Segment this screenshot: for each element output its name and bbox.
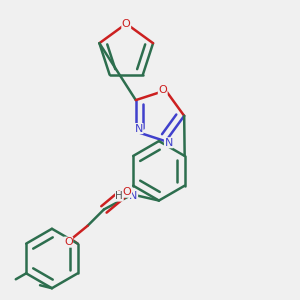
Text: N: N [129, 191, 138, 201]
Text: O: O [158, 85, 167, 95]
Text: O: O [123, 187, 131, 197]
Text: N: N [135, 124, 143, 134]
Text: H: H [116, 191, 123, 201]
Text: O: O [122, 19, 130, 29]
Text: N: N [164, 138, 173, 148]
Text: O: O [64, 237, 73, 247]
